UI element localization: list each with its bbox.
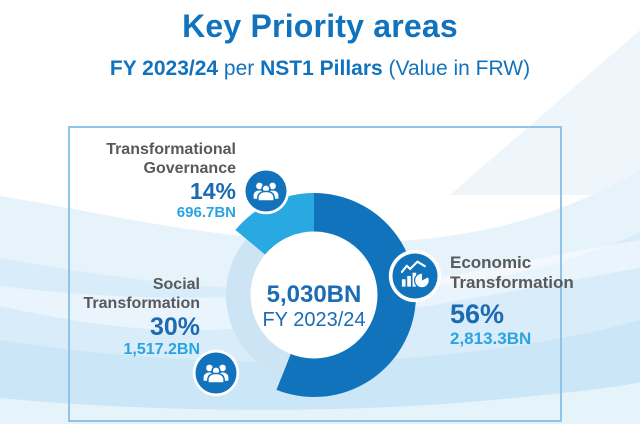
social-value: 1,517.2BN bbox=[123, 341, 201, 358]
subtitle-fy: FY 2023/24 bbox=[109, 57, 219, 80]
governance-percent: 14% bbox=[189, 178, 236, 204]
economic-chart-icon bbox=[388, 249, 442, 303]
donut-center-period: FY 2023/24 bbox=[262, 309, 366, 331]
governance-people-icon bbox=[242, 167, 290, 215]
governance-label-line2: Governance bbox=[143, 160, 236, 177]
page-title: Key Priority areas bbox=[182, 8, 458, 44]
donut-center-total: 5,030BN bbox=[266, 281, 362, 308]
people-group-icon bbox=[203, 364, 229, 384]
callout-governance: Transformational Governance 14% 696.7BN bbox=[106, 140, 236, 221]
page-subtitle: FY 2023/24 per NST1 Pillars (Value in FR… bbox=[0, 57, 640, 81]
economic-label-line2: Transformation bbox=[450, 273, 574, 292]
donut-center-circle bbox=[250, 231, 378, 359]
donut-slice-social-transformation bbox=[225, 238, 291, 377]
governance-value: 696.7BN bbox=[176, 204, 236, 221]
social-label-line2: Transformation bbox=[83, 295, 200, 312]
subtitle-value-unit: (Value in FRW) bbox=[382, 57, 531, 80]
donut-chart bbox=[204, 185, 424, 405]
social-people-icon bbox=[192, 349, 240, 397]
people-group-icon bbox=[253, 182, 279, 202]
economic-value: 2,813.3BN bbox=[450, 329, 532, 348]
callout-economic: Economic Transformation 56% 2,813.3BN bbox=[450, 253, 574, 348]
donut-center-label: 5,030BN FY 2023/24 bbox=[234, 282, 394, 332]
subtitle-per: per bbox=[218, 57, 261, 80]
economic-label-line1: Economic bbox=[450, 253, 532, 272]
social-label-line1: Social bbox=[152, 276, 200, 293]
social-percent: 30% bbox=[149, 313, 200, 341]
donut-slice-economic-transformation bbox=[276, 193, 416, 397]
chart-frame bbox=[68, 126, 562, 422]
economic-percent: 56% bbox=[450, 299, 505, 329]
growth-chart-icon bbox=[400, 260, 430, 289]
donut-svg bbox=[225, 193, 416, 397]
governance-label-line1: Transformational bbox=[106, 141, 236, 158]
donut-slice-transformational-governance bbox=[235, 193, 314, 255]
subtitle-nst1: NST1 Pillars bbox=[260, 57, 383, 80]
callout-social: Social Transformation 30% 1,517.2BN bbox=[84, 275, 200, 359]
